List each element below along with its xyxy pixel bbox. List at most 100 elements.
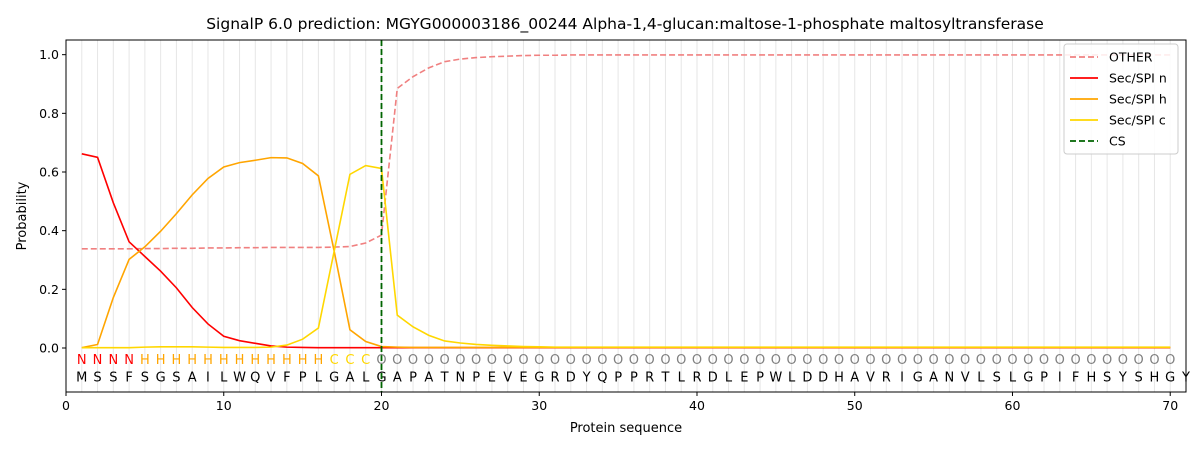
region-label: O: [692, 353, 702, 368]
residue-label: L: [977, 370, 985, 385]
residue-label: L: [220, 370, 228, 385]
series-line-sec-spi-h: [81, 156, 1171, 349]
residue-label: P: [299, 370, 307, 385]
region-label: O: [503, 353, 513, 368]
residue-label: R: [882, 370, 891, 385]
region-label: O: [787, 353, 797, 368]
region-label: H: [314, 353, 324, 368]
series-line-other: [81, 54, 1171, 250]
x-tick-label: 10: [216, 398, 232, 413]
residue-label: Q: [250, 370, 260, 385]
legend-label: Sec/SPI c: [1109, 113, 1166, 128]
region-label: O: [771, 353, 781, 368]
residue-label: I: [900, 370, 904, 385]
region-label: O: [392, 353, 402, 368]
residue-label: G: [376, 370, 386, 385]
x-tick-label: 30: [531, 398, 547, 413]
region-label: O: [1086, 353, 1096, 368]
region-label: O: [376, 353, 386, 368]
y-tick-label: 0.4: [39, 223, 59, 238]
region-label: N: [108, 353, 118, 368]
residue-label: F: [1072, 370, 1079, 385]
series-line-sec-spi-n: [81, 153, 1171, 349]
region-label: H: [235, 353, 245, 368]
region-label: O: [755, 353, 765, 368]
grid-layer: [81, 40, 1187, 392]
region-label: O: [897, 353, 907, 368]
region-label: O: [1007, 353, 1017, 368]
residue-label: V: [961, 370, 970, 385]
region-label: O: [960, 353, 970, 368]
region-label: O: [581, 353, 591, 368]
y-tick-label: 0.6: [39, 165, 59, 180]
region-label: O: [992, 353, 1002, 368]
region-label: H: [187, 353, 197, 368]
region-label: O: [881, 353, 891, 368]
region-label: O: [660, 353, 670, 368]
residue-label: T: [660, 370, 669, 385]
region-label: O: [976, 353, 986, 368]
residue-label: S: [993, 370, 1001, 385]
residue-label: W: [233, 370, 246, 385]
region-label: O: [834, 353, 844, 368]
region-label: O: [676, 353, 686, 368]
region-label: H: [298, 353, 308, 368]
y-tick-label: 1.0: [39, 47, 59, 62]
region-label: O: [1070, 353, 1080, 368]
residue-label: P: [409, 370, 417, 385]
region-label: N: [93, 353, 103, 368]
residue-label: E: [740, 370, 748, 385]
residue-label: Y: [582, 370, 591, 385]
region-label: C: [345, 353, 354, 368]
residue-label: Q: [597, 370, 607, 385]
x-tick-label: 50: [847, 398, 863, 413]
region-label: O: [865, 353, 875, 368]
residue-label: H: [1086, 370, 1096, 385]
region-label: C: [330, 353, 339, 368]
residue-label: L: [1009, 370, 1017, 385]
region-label: O: [818, 353, 828, 368]
x-tick-label: 60: [1005, 398, 1021, 413]
residue-label: T: [440, 370, 449, 385]
series-line-sec-spi-c: [81, 164, 1171, 349]
residue-label: L: [725, 370, 733, 385]
region-label: O: [408, 353, 418, 368]
region-label: O: [518, 353, 528, 368]
residue-label: L: [788, 370, 796, 385]
residue-label: D: [708, 370, 718, 385]
residue-label: S: [93, 370, 101, 385]
residue-label: G: [156, 370, 166, 385]
region-label: O: [566, 353, 576, 368]
residue-label: P: [756, 370, 764, 385]
region-label: N: [124, 353, 134, 368]
residue-label: G: [913, 370, 923, 385]
residue-label: N: [945, 370, 955, 385]
region-label: O: [1134, 353, 1144, 368]
region-label: O: [739, 353, 749, 368]
region-label: H: [203, 353, 213, 368]
region-label: O: [723, 353, 733, 368]
region-label: O: [1165, 353, 1175, 368]
region-label: H: [266, 353, 276, 368]
residue-label: F: [283, 370, 290, 385]
region-label: O: [1023, 353, 1033, 368]
region-label: O: [455, 353, 465, 368]
region-label: O: [1102, 353, 1112, 368]
region-label: O: [1055, 353, 1065, 368]
legend-label: Sec/SPI n: [1109, 71, 1167, 86]
region-label: O: [629, 353, 639, 368]
residue-label: A: [393, 370, 402, 385]
residue-label: D: [802, 370, 812, 385]
residue-label: N: [455, 370, 465, 385]
residue-label: E: [488, 370, 496, 385]
residue-label: F: [125, 370, 132, 385]
residue-label: P: [630, 370, 638, 385]
region-label: H: [282, 353, 292, 368]
residue-label: G: [534, 370, 544, 385]
y-tick-label: 0.2: [39, 282, 59, 297]
region-label: O: [802, 353, 812, 368]
region-label: O: [424, 353, 434, 368]
residue-label: R: [692, 370, 701, 385]
